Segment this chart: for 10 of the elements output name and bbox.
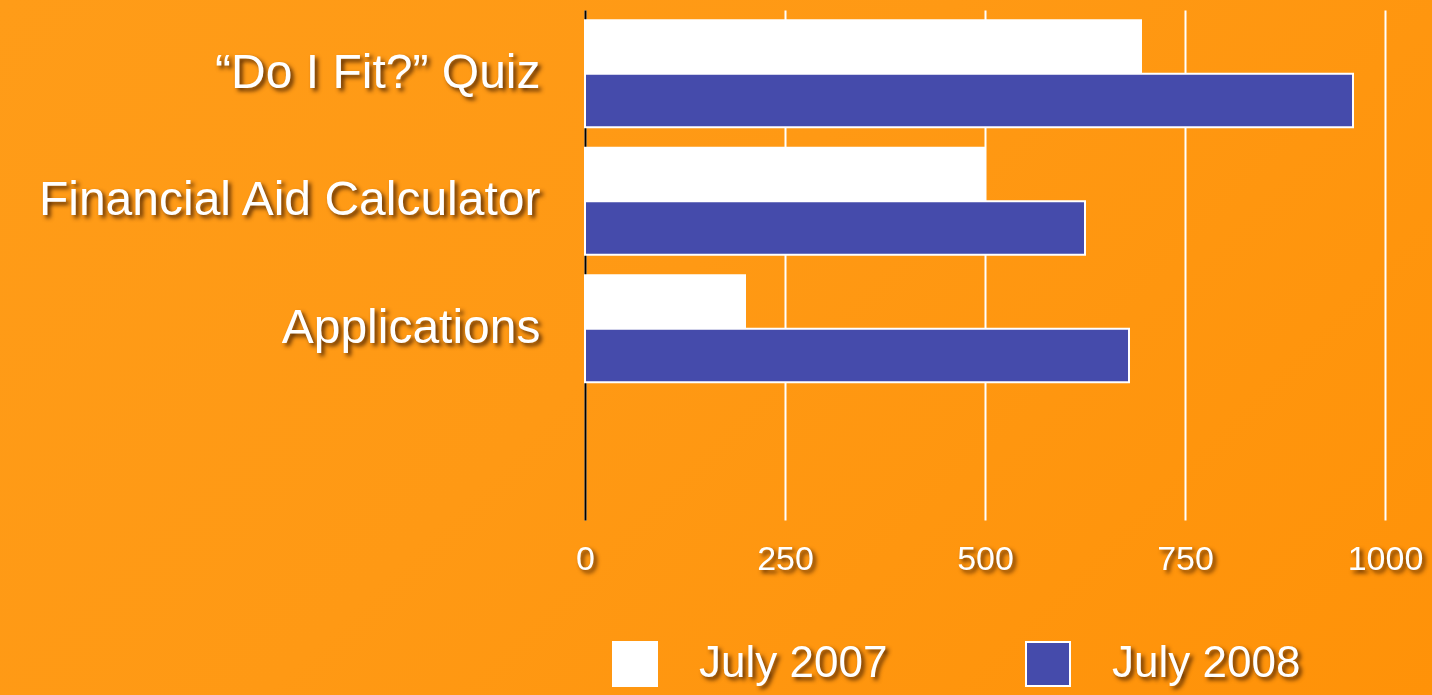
x-tick-label: 0	[576, 538, 595, 577]
x-tick-label: 1000	[1347, 538, 1424, 577]
legend-label: July 2008	[1112, 637, 1301, 686]
legend-label: July 2007	[699, 637, 888, 686]
y-tick-label: Applications	[281, 299, 541, 353]
x-tick-label: 250	[757, 538, 814, 577]
x-tick-label: 500	[957, 538, 1014, 577]
y-tick-label: “Do I Fit?” Quiz	[215, 44, 541, 98]
y-tick-label: Financial Aid Calculator	[38, 172, 541, 226]
x-tick-label: 750	[1157, 538, 1214, 577]
